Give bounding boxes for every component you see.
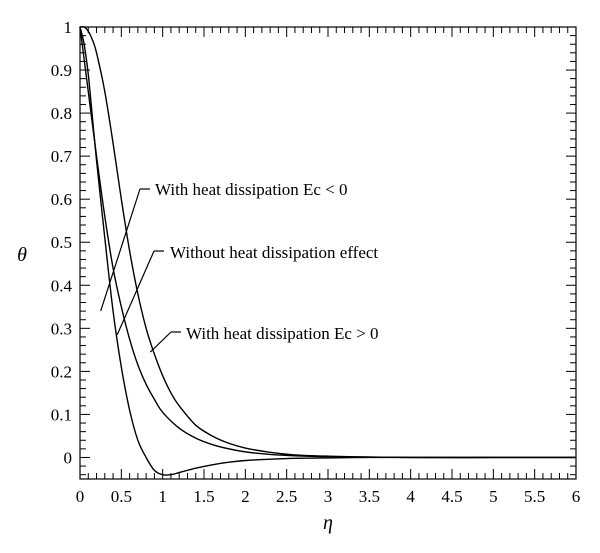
y-tick-label: 0.2 bbox=[51, 362, 72, 381]
tick-labels: 0 0.5 1 1.5 2 2.5 3 3.5 4 4.5 5 5.5 6 0 0.1 0.2 0.3 0.4 0.… bbox=[51, 18, 581, 506]
y-tick-label: 0.9 bbox=[51, 61, 72, 80]
y-tick-label: 0.1 bbox=[51, 405, 72, 424]
y-tick-label: 0.8 bbox=[51, 104, 72, 123]
x-tick-label: 4.5 bbox=[441, 487, 462, 506]
annotation-leader bbox=[116, 250, 155, 336]
x-tick-label: 0 bbox=[76, 487, 85, 506]
annotation-label: With heat dissipation Ec < 0 bbox=[155, 180, 348, 199]
x-tick-label: 4 bbox=[406, 487, 415, 506]
x-tick-label: 3.5 bbox=[359, 487, 380, 506]
x-tick-label: 5.5 bbox=[524, 487, 545, 506]
x-tick-label: 3 bbox=[324, 487, 333, 506]
y-tick-label: 1 bbox=[64, 18, 73, 37]
series-line-ec_positive bbox=[79, 25, 576, 459]
x-tick-label: 2 bbox=[241, 487, 250, 506]
annotation-label: Without heat dissipation effect bbox=[170, 243, 378, 262]
y-tick-label: 0.7 bbox=[51, 147, 73, 166]
x-tick-label: 1.5 bbox=[193, 487, 214, 506]
x-tick-label: 0.5 bbox=[111, 487, 132, 506]
plot-frame bbox=[79, 26, 577, 480]
x-axis-title: η bbox=[323, 512, 333, 534]
series-group bbox=[79, 25, 576, 476]
y-tick-label: 0.3 bbox=[51, 319, 72, 338]
annotation-label: With heat dissipation Ec > 0 bbox=[186, 324, 379, 343]
x-tick-label: 1 bbox=[158, 487, 167, 506]
y-tick-label: 0.6 bbox=[51, 190, 72, 209]
annotation-leader bbox=[100, 188, 141, 312]
x-tick-label: 2.5 bbox=[276, 487, 297, 506]
x-tick-label: 5 bbox=[489, 487, 498, 506]
y-tick-label: 0 bbox=[64, 448, 73, 467]
annotation-leader bbox=[149, 331, 172, 353]
y-axis-title: θ bbox=[17, 244, 27, 266]
x-tick-label: 6 bbox=[572, 487, 581, 506]
series-line-ec_negative bbox=[79, 26, 576, 476]
y-tick-label: 0.4 bbox=[51, 276, 73, 295]
y-tick-label: 0.5 bbox=[51, 233, 72, 252]
annotations-group: With heat dissipation Ec < 0 Without heat… bbox=[100, 180, 379, 353]
